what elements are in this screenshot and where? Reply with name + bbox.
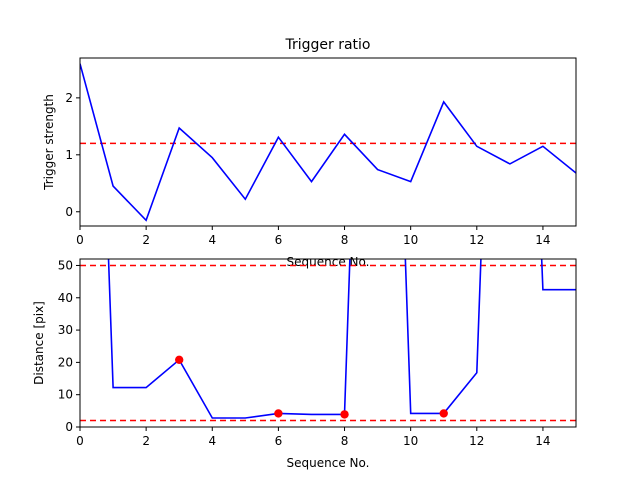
y-tick: 50 [58, 258, 80, 272]
y-tick: 1 [65, 148, 80, 162]
y-tick: 40 [58, 291, 80, 305]
axes-frame [79, 258, 577, 428]
y-tick-label: 10 [58, 388, 73, 402]
x-tick-label: 8 [341, 233, 349, 247]
x-tick: 2 [142, 226, 150, 247]
x-tick-label: 6 [275, 233, 283, 247]
distance-subplot: Distance [pix] Sequence No. 0 2 4 6 8 10 12 14 … [32, 258, 577, 470]
x-tick: 8 [341, 427, 349, 448]
y-ticks: 0 1 2 [65, 91, 80, 219]
x-tick-label: 10 [403, 434, 418, 448]
y-axis-label: Distance [pix] [32, 301, 46, 385]
plot-area [80, 63, 576, 222]
x-tick: 2 [142, 427, 150, 448]
y-tick-label: 1 [65, 148, 73, 162]
trigger-ratio-subplot: Trigger ratio Trigger strength Sequence … [42, 37, 577, 269]
y-tick-label: 0 [65, 420, 73, 434]
x-tick: 0 [76, 226, 84, 247]
y-ticks: 0 10 20 30 40 50 [58, 258, 80, 434]
x-ticks: 0 2 4 6 8 10 12 14 [76, 427, 551, 448]
y-tick-label: 30 [58, 323, 73, 337]
x-tick: 10 [403, 427, 418, 448]
data-marker [175, 355, 184, 364]
x-tick: 14 [535, 427, 551, 448]
series-line [107, 259, 576, 419]
x-tick-label: 12 [469, 434, 484, 448]
series-line [80, 63, 576, 222]
x-tick: 4 [208, 427, 216, 448]
x-tick: 14 [535, 226, 551, 247]
chart-title: Trigger ratio [284, 37, 370, 53]
x-tick: 6 [275, 226, 283, 247]
x-tick: 12 [469, 427, 484, 448]
axes-frame [79, 57, 577, 227]
y-tick-label: 2 [65, 91, 73, 105]
y-tick: 0 [65, 205, 80, 219]
x-tick: 8 [341, 226, 349, 247]
y-tick: 10 [58, 388, 80, 402]
x-tick-label: 4 [208, 233, 216, 247]
x-tick-label: 12 [469, 233, 484, 247]
x-tick: 6 [275, 427, 283, 448]
x-tick: 0 [76, 427, 84, 448]
plot-area [80, 259, 576, 422]
y-tick-label: 50 [58, 258, 73, 272]
data-marker [274, 409, 283, 418]
x-tick-label: 14 [535, 434, 550, 448]
x-tick: 10 [403, 226, 418, 247]
y-tick-label: 0 [65, 205, 73, 219]
x-tick-label: 2 [142, 233, 150, 247]
y-tick: 0 [65, 420, 80, 434]
x-tick-label: 10 [403, 233, 418, 247]
y-tick: 20 [58, 355, 80, 369]
x-ticks: 0 2 4 6 8 10 12 14 [76, 226, 551, 247]
x-tick-label: 14 [535, 233, 550, 247]
x-tick-label: 2 [142, 434, 150, 448]
data-marker [439, 409, 448, 418]
x-tick-label: 0 [76, 434, 84, 448]
y-tick-label: 40 [58, 291, 73, 305]
y-axis-label: Trigger strength [42, 94, 56, 191]
x-tick-label: 6 [275, 434, 283, 448]
x-tick-label: 0 [76, 233, 84, 247]
y-tick: 2 [65, 91, 80, 105]
y-tick-label: 20 [58, 355, 73, 369]
y-tick: 30 [58, 323, 80, 337]
x-tick: 4 [208, 226, 216, 247]
x-tick-label: 8 [341, 434, 349, 448]
x-tick-label: 4 [208, 434, 216, 448]
x-tick: 12 [469, 226, 484, 247]
data-marker [340, 410, 349, 419]
x-axis-label: Sequence No. [287, 255, 370, 269]
x-axis-label: Sequence No. [287, 456, 370, 470]
